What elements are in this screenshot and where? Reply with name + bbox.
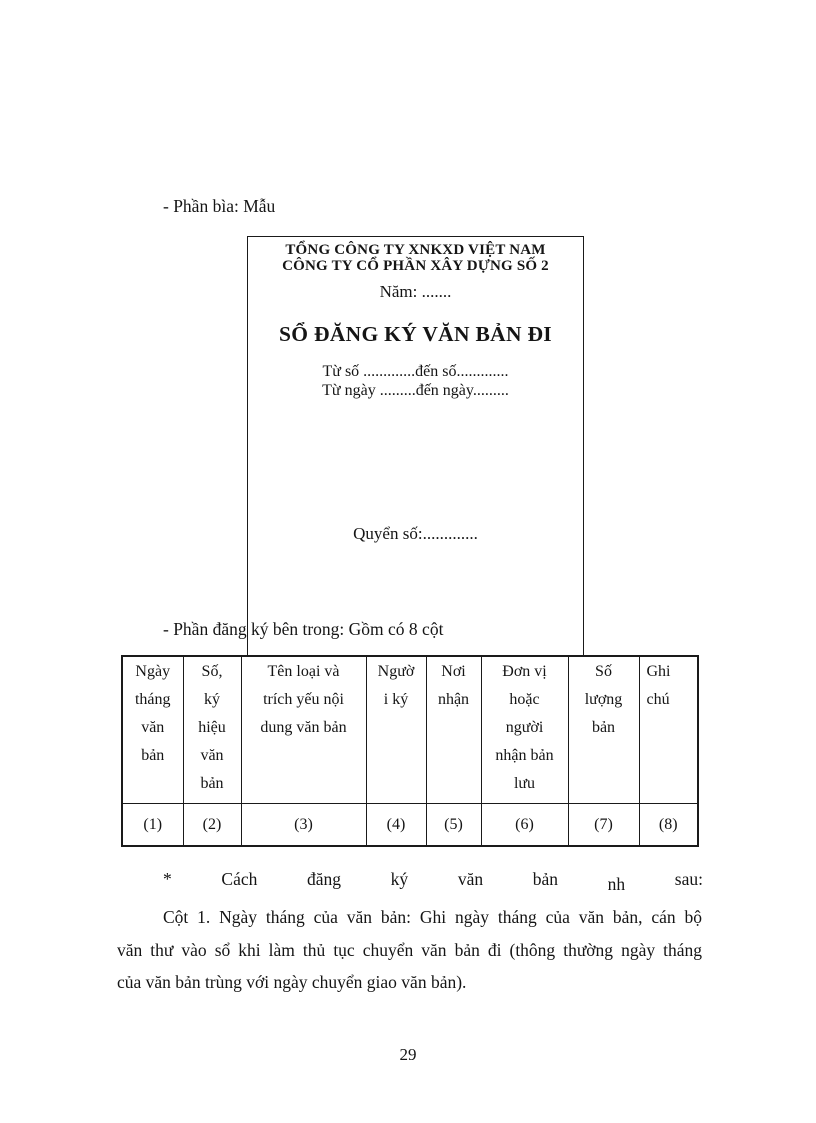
method-word: đăng [307, 869, 342, 889]
cover-box: TỔNG CÔNG TY XNKXD VIỆT NAM CÔNG TY CỔ P… [247, 236, 584, 655]
method-word: sau: [674, 869, 703, 889]
paragraph-line: văn thư vào sổ khi làm thủ tục chuyển vă… [117, 939, 702, 960]
number-cell-4: (4) [365, 803, 427, 847]
number-cell-2: (2) [182, 803, 242, 847]
org-name-line1: TỔNG CÔNG TY XNKXD VIỆT NAM [285, 242, 546, 258]
register-book-title: SỔ ĐĂNG KÝ VĂN BẢN ĐI [279, 322, 552, 346]
method-word-asterisk: * [163, 869, 172, 889]
header-cell-ghi-chu: Ghi chú [638, 655, 699, 804]
table-header-row: Ngày tháng văn bản Số, ký hiệu văn bản T… [121, 655, 699, 804]
volume-number-line: Quyển số:............. [353, 524, 478, 543]
header-cell-so-ky-hieu: Số, ký hiệu văn bản [182, 655, 242, 804]
header-cell-noi-nhan: Nơi nhận [425, 655, 482, 804]
method-word: văn [457, 869, 484, 889]
register-section-note: - Phần đăng ký bên trong: Gồm có 8 cột [163, 619, 444, 639]
number-cell-3: (3) [240, 803, 367, 847]
org-name-line2: CÔNG TY CỔ PHẦN XÂY DỰNG SỐ 2 [282, 258, 549, 274]
column1-explanation-paragraph: Cột 1. Ngày tháng của văn bản: Ghi ngày … [117, 901, 702, 999]
method-word: ký [390, 869, 409, 889]
method-word: Cách [221, 869, 258, 889]
header-cell-don-vi: Đơn vị hoặc người nhận bản lưu [480, 655, 569, 804]
table-number-row: (1) (2) (3) (4) (5) (6) (7) (8) [121, 803, 699, 847]
method-word: bản [532, 869, 559, 889]
number-cell-8: (8) [638, 803, 699, 847]
register-columns-table: Ngày tháng văn bản Số, ký hiệu văn bản T… [121, 655, 699, 847]
paragraph-line: của văn bản trùng với ngày chuyển giao v… [117, 972, 467, 992]
header-cell-ngay-thang: Ngày tháng văn bản [121, 655, 184, 804]
number-cell-5: (5) [425, 803, 482, 847]
paragraph-line: Cột 1. Ngày tháng của văn bản: Ghi ngày … [163, 907, 702, 927]
number-cell-7: (7) [567, 803, 640, 847]
year-line: Năm: ....... [379, 282, 452, 301]
cover-section-note: - Phần bìa: Mẫu [163, 196, 276, 216]
header-cell-nguoi-ky: Ngườ i ký [365, 655, 427, 804]
page-number: 29 [399, 1045, 417, 1064]
method-word-lowered: nh [607, 874, 626, 894]
method-heading-line: * Cách đăng ký văn bản nh sau: [163, 869, 703, 894]
from-number-line: Từ số .............đến số............. [322, 363, 509, 380]
header-cell-so-luong: Số lượng bản [567, 655, 640, 804]
from-date-line: Từ ngày .........đến ngày......... [322, 382, 509, 399]
header-cell-ten-loai: Tên loại và trích yếu nội dung văn bản [240, 655, 367, 804]
number-cell-1: (1) [121, 803, 184, 847]
number-cell-6: (6) [480, 803, 569, 847]
